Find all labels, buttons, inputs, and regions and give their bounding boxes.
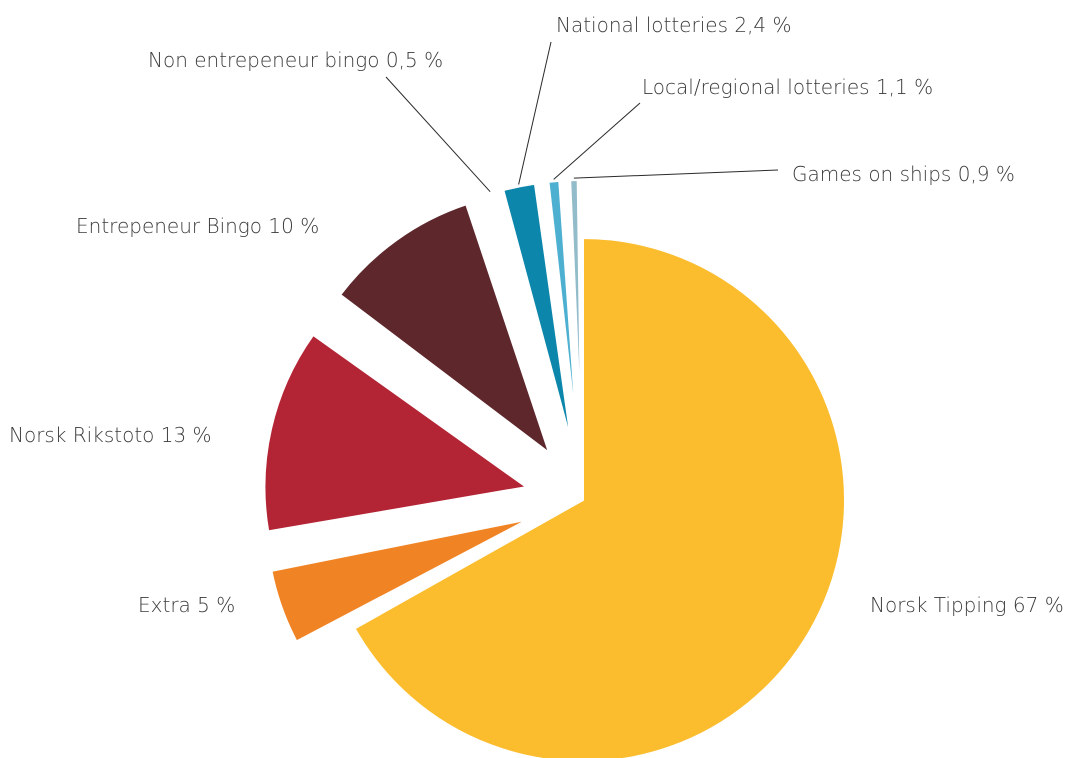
slice-label-non-entrepeneur-bingo: Non entrepeneur bingo 0,5 % bbox=[148, 48, 443, 72]
pie-slice-non-entrepeneur-bingo bbox=[489, 192, 568, 445]
leader-line-national-lotteries bbox=[518, 41, 552, 185]
leader-line-local-regional-lotteries bbox=[553, 102, 641, 180]
leader-line-games-on-ships bbox=[573, 169, 779, 179]
pie-slice-games-on-ships bbox=[569, 179, 583, 443]
slice-label-games-on-ships: Games on ships 0,9 % bbox=[792, 162, 1015, 186]
slice-label-local-regional-lotteries: Local/regional lotteries 1,1 % bbox=[642, 75, 933, 99]
leader-lines bbox=[385, 41, 779, 193]
pie-slices bbox=[263, 179, 846, 758]
slice-label-norsk-tipping: Norsk Tipping 67 % bbox=[870, 593, 1064, 617]
slice-label-national-lotteries: National lotteries 2,4 % bbox=[556, 13, 792, 37]
slice-labels: Norsk Tipping 67 % Extra 5 % Norsk Rikst… bbox=[9, 13, 1064, 617]
pie-slice-local-regional-lotteries bbox=[547, 179, 579, 443]
leader-line-non-entrepeneur-bingo bbox=[385, 76, 491, 193]
pie-slice-norsk-tipping bbox=[353, 236, 846, 758]
slice-label-extra: Extra 5 % bbox=[138, 593, 235, 617]
pie-slice-national-lotteries bbox=[502, 182, 573, 444]
slice-label-norsk-rikstoto: Norsk Rikstoto 13 % bbox=[9, 423, 212, 447]
pie-slice-norsk-rikstoto bbox=[263, 333, 529, 533]
slice-label-entrepeneur-bingo: Entrepeneur Bingo 10 % bbox=[76, 214, 319, 238]
pie-slice-extra bbox=[270, 518, 529, 643]
pie-slice-entrepeneur-bingo bbox=[338, 203, 552, 456]
